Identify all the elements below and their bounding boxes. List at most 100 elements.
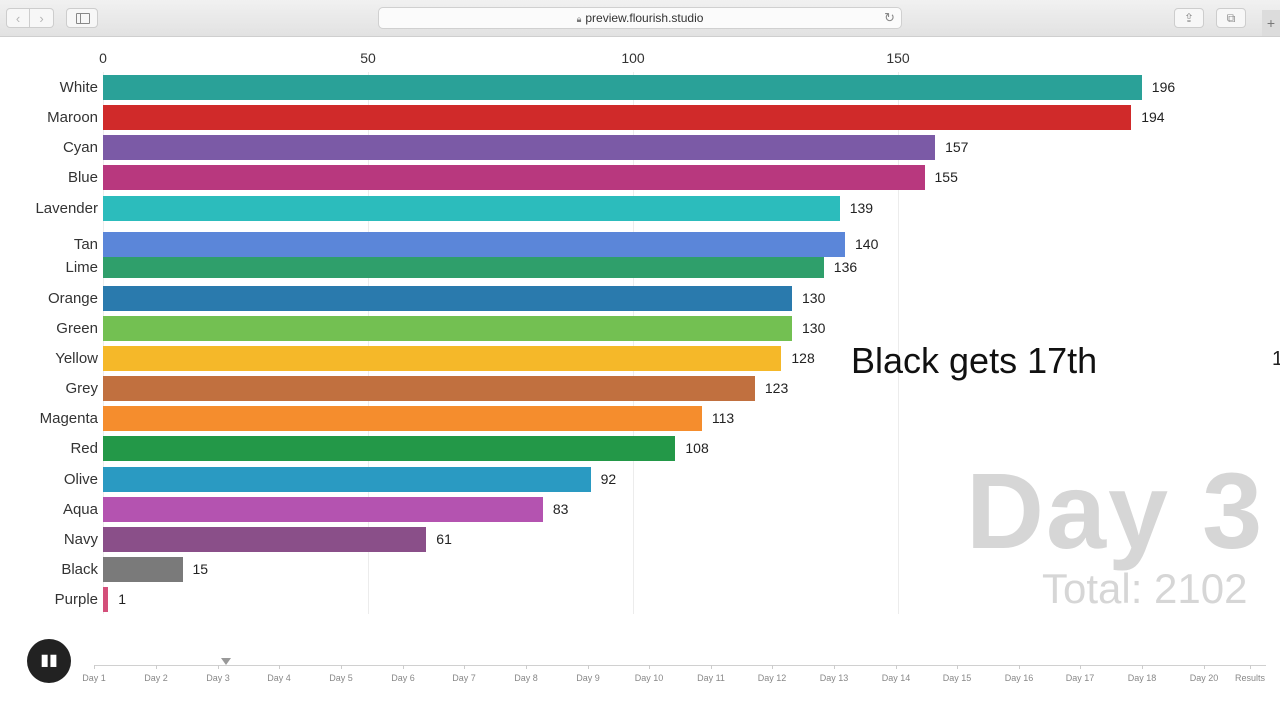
bar	[103, 497, 543, 522]
timeline-label[interactable]: Day 1	[82, 673, 106, 683]
timeline-tick	[526, 665, 527, 669]
x-tick-label: 50	[360, 50, 376, 66]
timeline-label[interactable]: Day 13	[819, 673, 849, 683]
chevron-left-icon[interactable]: ‹	[6, 8, 30, 28]
bar	[103, 165, 925, 190]
bar	[103, 316, 792, 341]
timeline-label[interactable]: Day 12	[757, 673, 787, 683]
bar	[103, 257, 824, 278]
bar	[103, 527, 427, 552]
chevron-right-icon[interactable]: ›	[30, 8, 54, 28]
timeline-tick	[218, 665, 219, 669]
bar-value-label: 139	[849, 199, 874, 216]
timeline-label[interactable]: Day 5	[329, 673, 353, 683]
sidebar-toggle-icon[interactable]	[66, 8, 98, 28]
x-tick-label: 100	[621, 50, 645, 66]
timeline-label[interactable]: Day 14	[881, 673, 911, 683]
timeline-track[interactable]	[94, 665, 1266, 666]
bar	[103, 75, 1142, 100]
bar-label: Cyan	[62, 138, 98, 156]
bar-label: Black	[61, 560, 98, 578]
bar-label: Tan	[73, 235, 98, 253]
timeline-tick	[156, 665, 157, 669]
timeline-label[interactable]: Day 15	[942, 673, 972, 683]
bar-value-label: 130	[802, 319, 826, 336]
bar-label: Aqua	[62, 500, 98, 518]
bar-value-label: 15	[192, 560, 209, 577]
bar-label: Yellow	[55, 349, 98, 367]
timeline-label[interactable]: Day 2	[144, 673, 168, 683]
bar	[103, 196, 840, 221]
bar-label: Lavender	[35, 199, 98, 217]
bar-value-label: 155	[934, 168, 958, 185]
bar	[103, 376, 755, 401]
timeline-tick	[1019, 665, 1020, 669]
gridline	[368, 72, 369, 614]
timeline-tick	[464, 665, 465, 669]
total-counter: Total: 2102	[1042, 565, 1248, 612]
bar-value-label: 136	[833, 258, 858, 275]
bar	[103, 135, 936, 160]
timeline-tick	[649, 665, 650, 669]
timeline-handle[interactable]	[221, 658, 231, 665]
timeline-tick	[94, 665, 95, 669]
bar-label: Magenta	[39, 409, 98, 427]
bar-value-label: 196	[1151, 78, 1176, 95]
gridline	[633, 72, 634, 614]
bar-value-label: 194	[1141, 108, 1165, 125]
timeline-label[interactable]: Day 10	[634, 673, 664, 683]
bar	[103, 232, 845, 257]
timeline-tick	[772, 665, 773, 669]
bar-value-label: 130	[802, 289, 826, 306]
timeline-label[interactable]: Day 16	[1004, 673, 1034, 683]
new-tab-icon[interactable]: +	[1262, 10, 1280, 36]
bar-label: Orange	[47, 289, 98, 307]
timeline-label[interactable]: Day 8	[514, 673, 538, 683]
tabs-overview-icon[interactable]: ⧉	[1216, 8, 1246, 28]
timeline-tick	[1250, 665, 1251, 669]
bar-label: Lime	[65, 258, 98, 276]
timeline-label[interactable]: Results	[1234, 673, 1266, 683]
bar-label: Maroon	[47, 108, 98, 126]
timeline-label[interactable]: Day 7	[452, 673, 476, 683]
bar-label: Blue	[67, 168, 98, 186]
lock-icon: 🔒︎	[576, 14, 582, 24]
timeline-tick	[1080, 665, 1081, 669]
bar-label: Olive	[63, 470, 98, 488]
bar-label: Green	[56, 319, 98, 337]
timeline-tick	[588, 665, 589, 669]
bar-value-label: 108	[685, 439, 709, 456]
timeline-label[interactable]: Day 3	[206, 673, 230, 683]
pause-icon[interactable]: ▮▮	[27, 639, 71, 683]
bar-value-label: 157	[945, 138, 969, 155]
bar	[103, 346, 782, 371]
address-bar[interactable]: 🔒︎ preview.flourish.studio ↻	[378, 7, 902, 29]
timeline-label[interactable]: Day 9	[576, 673, 600, 683]
timeline-label[interactable]: Day 11	[697, 673, 725, 683]
timeline-tick	[341, 665, 342, 669]
timeline-tick	[711, 665, 712, 669]
reload-icon[interactable]: ↻	[884, 10, 895, 25]
bar-value-label: 83	[552, 500, 569, 517]
current-day-label: Day 3	[966, 450, 1265, 571]
x-tick-label: 150	[886, 50, 910, 66]
timeline-label[interactable]: Day 4	[267, 673, 291, 683]
share-icon[interactable]: ⇪	[1174, 8, 1204, 28]
offscreen-text-fragment: 1	[1272, 348, 1280, 370]
event-caption: Black gets 17th	[851, 340, 1098, 381]
timeline-label[interactable]: Day 6	[391, 673, 415, 683]
bar	[103, 587, 109, 612]
timeline-label[interactable]: Day 20	[1189, 673, 1219, 683]
gridline	[103, 72, 104, 614]
timeline-label[interactable]: Day 18	[1127, 673, 1157, 683]
timeline-tick	[896, 665, 897, 669]
bar	[103, 105, 1132, 130]
bar	[103, 406, 702, 431]
bar	[103, 467, 591, 492]
bar	[103, 286, 792, 311]
bar-value-label: 61	[436, 530, 452, 547]
timeline-label[interactable]: Day 17	[1065, 673, 1095, 683]
timeline-tick	[279, 665, 280, 669]
bar-value-label: 92	[600, 470, 617, 487]
bar-label: Purple	[54, 590, 98, 608]
